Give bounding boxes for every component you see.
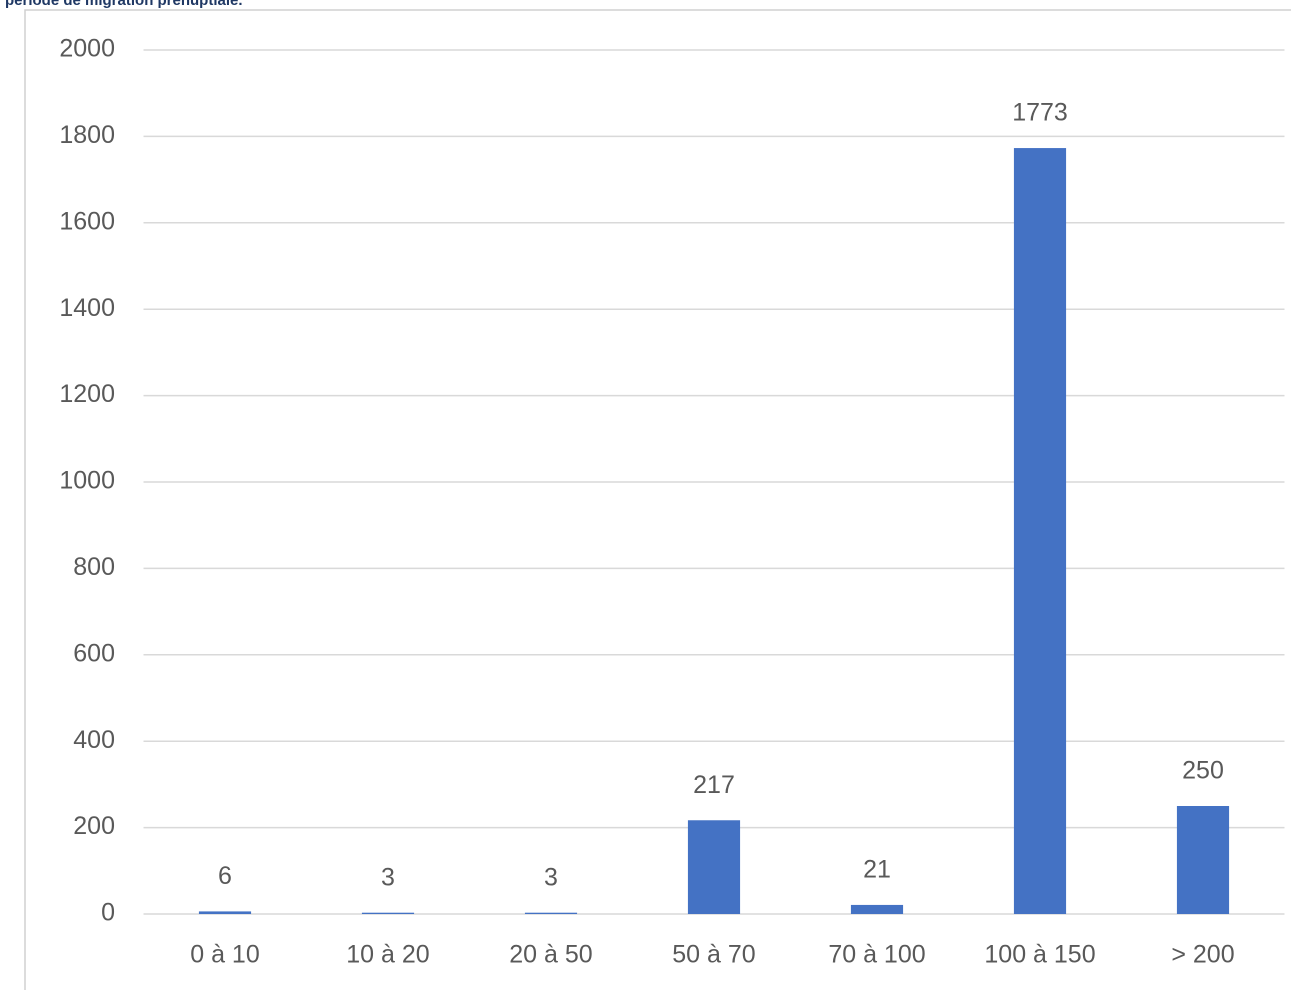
chart-frame <box>24 9 1291 990</box>
y-tick-label: 0 <box>101 899 115 927</box>
value-label: 3 <box>381 863 395 891</box>
y-tick-label: 1200 <box>59 380 115 408</box>
x-tick-label: 50 à 70 <box>672 941 755 969</box>
bar <box>687 820 741 914</box>
bar <box>361 912 415 914</box>
y-tick-label: 1000 <box>59 467 115 495</box>
bar <box>1013 148 1067 915</box>
x-tick-label: 0 à 10 <box>190 941 260 969</box>
y-tick-label: 2000 <box>59 35 115 63</box>
y-tick-label: 1400 <box>59 294 115 322</box>
x-tick-label: 10 à 20 <box>346 941 429 969</box>
bar <box>198 911 252 914</box>
value-label: 1773 <box>1012 99 1068 127</box>
x-tick-label: 20 à 50 <box>509 941 592 969</box>
y-tick-label: 400 <box>73 726 115 754</box>
value-label: 3 <box>544 863 558 891</box>
y-tick-label: 1800 <box>59 121 115 149</box>
x-tick-label: 70 à 100 <box>828 941 925 969</box>
value-label: 21 <box>863 856 891 884</box>
y-tick-label: 200 <box>73 812 115 840</box>
bar <box>524 912 578 914</box>
value-label: 250 <box>1182 757 1224 785</box>
x-tick-label: > 200 <box>1171 941 1234 969</box>
y-tick-label: 1600 <box>59 207 115 235</box>
bar <box>850 904 904 914</box>
bar <box>1176 806 1230 914</box>
value-label: 6 <box>218 862 232 890</box>
value-label: 217 <box>693 771 735 799</box>
chart-title: période de migration prénuptiale. <box>5 0 243 9</box>
x-tick-label: 100 à 150 <box>984 941 1095 969</box>
y-tick-label: 600 <box>73 639 115 667</box>
y-tick-label: 800 <box>73 553 115 581</box>
